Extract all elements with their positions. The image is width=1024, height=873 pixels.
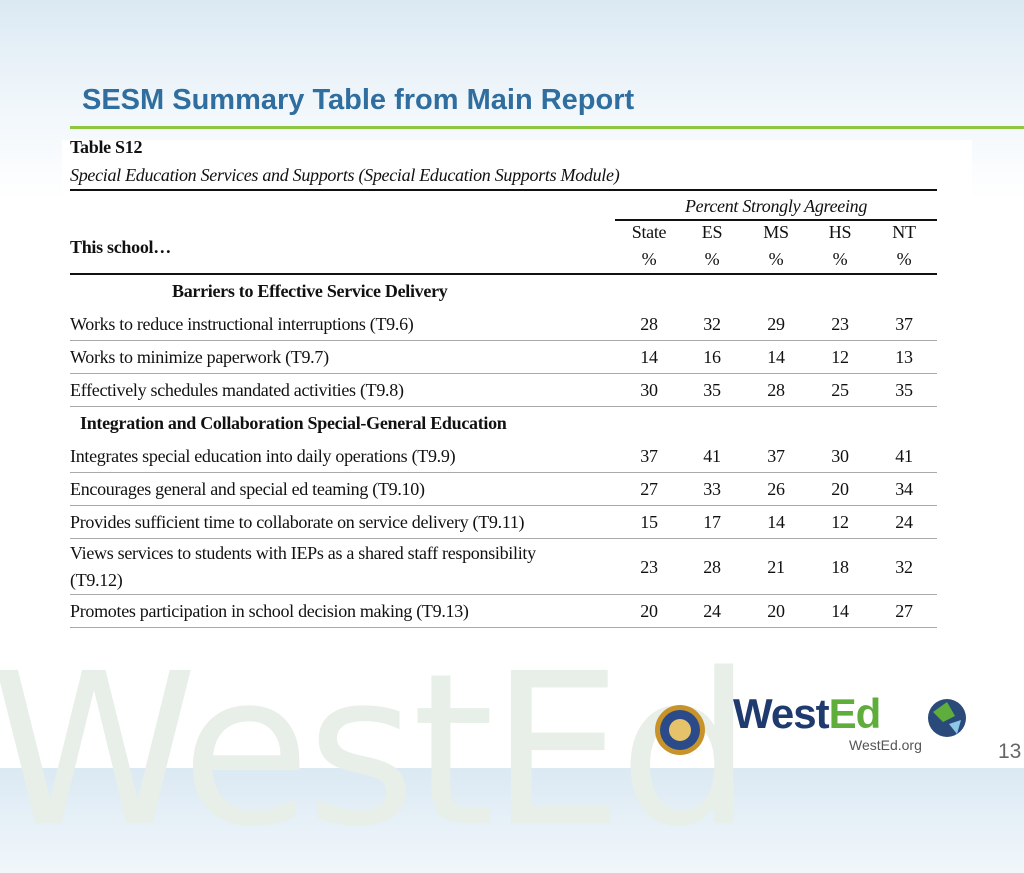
cell: 29 [767,314,785,334]
title-rule [70,126,1024,129]
cell: 23 [831,314,849,334]
row-label: Works to reduce instructional interrupti… [70,314,414,334]
cell: 24 [895,512,913,532]
column-header: MS [763,222,789,242]
cell: 34 [895,479,913,499]
caption: Table S12 [70,137,143,157]
column-header: State [631,222,667,242]
cell: 32 [895,556,913,577]
column-header: % [896,249,912,269]
cell: 30 [831,446,849,466]
column-header: % [641,249,657,269]
cell: 32 [703,314,721,334]
cell: 20 [767,601,785,621]
section-title: Integration and Collaboration Special-Ge… [80,413,507,433]
cell: 28 [767,380,785,400]
cell: 15 [640,512,658,532]
cell: 23 [640,556,658,577]
section-title: Barriers to Effective Service Delivery [172,281,448,301]
row-rule [70,340,937,341]
column-header: % [704,249,720,269]
logo-ed: Ed [828,690,882,737]
rule [615,219,937,221]
cell: 37 [895,314,913,334]
row-header: This school… [70,237,171,257]
page-number: 13 [998,740,1022,763]
row-label: Promotes participation in school decisio… [70,601,469,621]
globe [928,699,966,737]
cell: 14 [767,347,785,367]
row-label: Works to minimize paperwork (T9.7) [70,347,329,367]
table-panel [62,140,972,652]
cell: 13 [895,347,913,367]
cell: 41 [895,446,913,466]
row-rule [70,406,937,407]
group-header: Percent Strongly Agreeing [684,196,868,216]
rule [70,273,937,275]
row-label: Encourages general and special ed teamin… [70,479,425,499]
cell: 30 [640,380,658,400]
row-label: Effectively schedules mandated activitie… [70,380,404,400]
cell: 25 [831,380,849,400]
cell: 20 [640,601,658,621]
cell: 12 [831,347,849,367]
seal [655,705,705,755]
column-header: % [768,249,784,269]
cell: 33 [703,479,721,499]
cell: 35 [703,380,721,400]
cell: 17 [703,512,721,532]
cell: 26 [767,479,785,499]
column-header: % [832,249,848,269]
row-rule [70,373,937,374]
cell: 16 [703,347,721,367]
logo: WestEd [733,690,882,738]
watermark: WestEd [0,628,752,873]
cell: 37 [640,446,658,466]
row-label: Integrates special education into daily … [70,446,456,466]
cell: 35 [895,380,913,400]
rule [70,189,937,191]
slide-title: SESM Summary Table from Main Report [82,84,635,116]
cell: 14 [640,347,658,367]
row-rule [70,505,937,506]
row-rule [70,627,937,628]
row-label: Provides sufficient time to collaborate … [70,512,525,532]
cell: 28 [640,314,658,334]
cell: 20 [831,479,849,499]
cell: 18 [831,556,849,577]
row-rule [70,472,937,473]
cell: 24 [703,601,721,621]
cell: 14 [767,512,785,532]
column-header: ES [701,222,723,242]
cell: 41 [703,446,721,466]
cell: 14 [831,601,849,621]
column-header: NT [892,222,916,242]
column-header: HS [828,222,852,242]
subtitle: Special Education Services and Supports … [70,165,620,185]
cell: 21 [767,556,785,577]
row-rule [70,538,937,539]
row-label: Views services to students with IEPs as … [70,543,536,590]
cell: 27 [895,601,913,621]
cell: 28 [703,556,721,577]
row-rule [70,594,937,595]
cell: 27 [640,479,658,499]
logo-west: West [733,690,830,737]
cell: 37 [767,446,785,466]
url: WestEd.org [849,737,922,753]
cell: 12 [831,512,849,532]
